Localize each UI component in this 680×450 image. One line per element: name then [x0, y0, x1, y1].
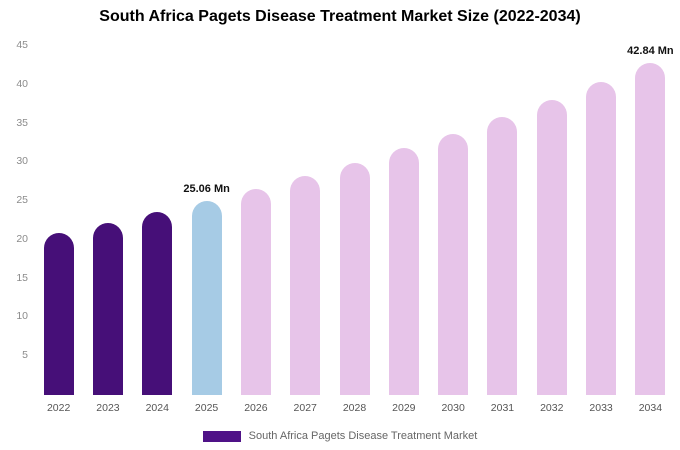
y-axis-tick: 45 — [16, 39, 28, 51]
y-axis-tick: 20 — [16, 232, 28, 245]
x-axis-label: 2025 — [194, 402, 219, 414]
legend[interactable]: South Africa Pagets Disease Treatment Ma… — [0, 430, 680, 442]
x-axis-label: 2029 — [392, 402, 416, 414]
x-axis-label: 2026 — [244, 402, 268, 414]
x-axis-label: 2033 — [589, 402, 613, 414]
bar-group: 2030 — [429, 46, 478, 414]
bar-2028[interactable] — [339, 163, 370, 395]
bar-group: 2032 — [527, 46, 576, 414]
bar-series: 2022 2023 2024 2025 25.06 Mn 2026 2027 2028 2029… — [34, 44, 675, 414]
bar-group: 2024 — [133, 46, 182, 414]
chart-title: South Africa Pagets Disease Treatment Ma… — [99, 8, 581, 25]
legend-swatch — [202, 430, 241, 442]
x-axis-label: 2024 — [145, 402, 169, 414]
bar-2034[interactable] — [635, 62, 666, 395]
x-axis-label: 2031 — [490, 402, 515, 414]
bar-group: 2022 — [34, 46, 83, 414]
x-axis-label: 2023 — [96, 402, 120, 414]
y-axis-tick: 30 — [16, 155, 28, 168]
bar-group: 2033 — [576, 46, 625, 414]
bar-value-label: 25.06 Mn — [183, 182, 230, 195]
y-axis-tick: 15 — [16, 271, 28, 284]
bar-value-label: 42.84 Mn — [627, 44, 674, 57]
bar-2024[interactable] — [142, 211, 173, 395]
y-axis: 5 10 15 20 25 30 35 40 45 — [6, 39, 30, 395]
bar-group: 2028 — [330, 46, 379, 414]
x-axis-label: 2028 — [342, 402, 367, 414]
bar-group: 2027 — [281, 46, 330, 414]
bar-2027[interactable] — [290, 176, 321, 395]
bar-2022[interactable] — [43, 232, 74, 395]
bar-group: 2026 — [231, 46, 280, 414]
legend-label: South Africa Pagets Disease Treatment Ma… — [248, 430, 478, 442]
bar-2032[interactable] — [536, 100, 567, 395]
x-axis-label: 2034 — [638, 402, 663, 414]
bar-2029[interactable] — [388, 148, 419, 395]
bar-2030[interactable] — [438, 133, 469, 395]
bar-group: 2023 — [83, 46, 132, 414]
x-axis-label: 2032 — [540, 402, 564, 414]
bar-group: 2025 25.06 Mn — [182, 46, 231, 414]
y-axis-tick: 10 — [16, 310, 28, 323]
bar-group: 2031 — [478, 46, 527, 414]
bar-2031[interactable] — [487, 117, 518, 395]
y-axis-tick: 35 — [16, 116, 28, 129]
x-axis-label: 2022 — [46, 402, 71, 414]
y-axis-tick: 40 — [16, 77, 28, 90]
y-axis-tick: 5 — [22, 349, 28, 362]
bar-2026[interactable] — [240, 188, 271, 395]
y-axis-tick: 25 — [16, 194, 28, 207]
plot-area: 5 10 15 20 25 30 35 40 45 2022 2023 2024 2025 25.06 … — [16, 39, 675, 414]
bar-2025[interactable] — [191, 200, 222, 395]
bar-2033[interactable] — [586, 82, 617, 395]
bar-2023[interactable] — [92, 222, 123, 395]
x-axis-label: 2030 — [441, 402, 465, 414]
x-axis-label: 2027 — [293, 402, 317, 414]
bar-group: 2029 — [379, 46, 428, 414]
bar-group: 2034 42.84 Mn — [626, 44, 675, 414]
